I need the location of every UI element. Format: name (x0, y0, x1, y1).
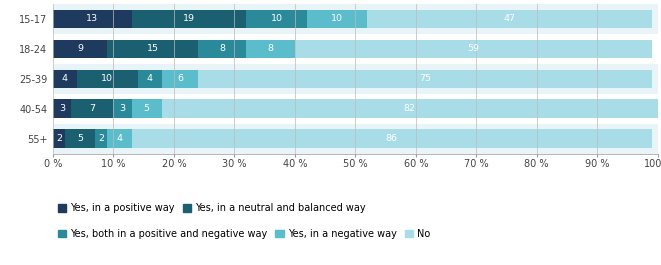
Text: 10: 10 (270, 15, 283, 23)
Text: 86: 86 (385, 134, 397, 143)
Text: 10: 10 (101, 74, 113, 83)
Text: 2: 2 (56, 134, 62, 143)
Bar (247, 39, 295, 58)
Bar (53, 124, 658, 154)
Bar (198, 69, 652, 88)
Text: 3: 3 (120, 104, 126, 113)
Bar (53, 39, 107, 58)
Bar (53, 129, 65, 148)
Text: 9: 9 (77, 45, 83, 53)
Bar (53, 4, 658, 34)
Bar (307, 10, 368, 28)
Bar (77, 69, 137, 88)
Text: 47: 47 (504, 15, 516, 23)
Bar (114, 99, 132, 118)
Text: 6: 6 (177, 74, 183, 83)
Text: 82: 82 (404, 104, 416, 113)
Bar (53, 10, 132, 28)
Text: 19: 19 (183, 15, 195, 23)
Bar (247, 10, 307, 28)
Text: 7: 7 (89, 104, 95, 113)
Text: 13: 13 (86, 15, 98, 23)
Text: 15: 15 (147, 45, 159, 53)
Text: 4: 4 (147, 74, 153, 83)
Bar (107, 129, 132, 148)
Bar (65, 129, 95, 148)
Bar (295, 39, 652, 58)
Bar (162, 69, 198, 88)
Bar (132, 99, 162, 118)
Legend: Yes, both in a positive and negative way, Yes, in a negative way, No: Yes, both in a positive and negative way… (58, 229, 430, 239)
Bar (137, 69, 162, 88)
Bar (53, 94, 658, 124)
Text: 5: 5 (77, 134, 83, 143)
Bar (198, 39, 247, 58)
Bar (95, 129, 107, 148)
Text: 8: 8 (268, 45, 274, 53)
Text: 4: 4 (62, 74, 68, 83)
Bar (53, 64, 658, 94)
Text: 3: 3 (59, 104, 65, 113)
Bar (53, 69, 77, 88)
Bar (107, 39, 198, 58)
Text: 10: 10 (331, 15, 343, 23)
Text: 2: 2 (98, 134, 104, 143)
Bar (132, 10, 247, 28)
Bar (53, 34, 658, 64)
Text: 59: 59 (467, 45, 479, 53)
Bar (162, 99, 658, 118)
Text: 4: 4 (116, 134, 122, 143)
Bar (53, 99, 71, 118)
Text: 8: 8 (219, 45, 225, 53)
Bar (71, 99, 114, 118)
Text: 75: 75 (419, 74, 431, 83)
Text: 5: 5 (143, 104, 149, 113)
Bar (368, 10, 652, 28)
Bar (132, 129, 652, 148)
